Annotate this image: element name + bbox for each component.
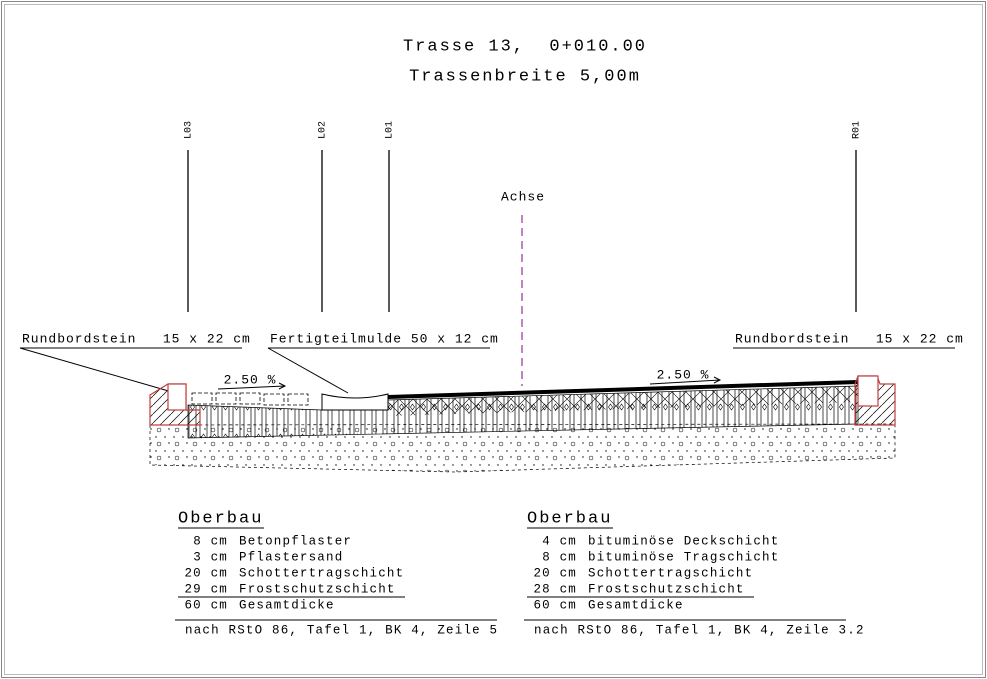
slope-label: 2.50 % (657, 367, 710, 382)
layer-name: Betonpflaster (239, 534, 352, 548)
note: nach RStO 86, Tafel 1, BK 4, Zeile 5 (185, 623, 498, 637)
layer-name: bituminöse Deckschicht (588, 534, 779, 548)
layer-name: Schottertragschicht (239, 566, 404, 580)
axis-label: Achse (501, 189, 545, 204)
layer-name: bituminöse Tragschicht (588, 550, 779, 564)
station-label: L02 (318, 121, 329, 139)
layer-thickness: 8 cm (542, 550, 577, 564)
layer-thickness: 3 cm (193, 550, 228, 564)
slope-arrow (649, 376, 722, 385)
subtitle: Trassenbreite 5,00m (409, 67, 641, 86)
layer-name: Frostschutzschicht (588, 582, 745, 596)
station-label: L01 (385, 121, 396, 139)
station-label: L03 (184, 121, 195, 139)
title: Trasse 13, 0+010.00 (403, 37, 647, 56)
layer-thickness: 60 cm (533, 598, 577, 612)
layer-thickness: 20 cm (184, 566, 228, 580)
layer-name: Frostschutzschicht (239, 582, 396, 596)
section-heading: Oberbau (178, 509, 263, 528)
layer-name: Gesamtdicke (239, 598, 335, 612)
slope-label: 2.50 % (224, 372, 277, 387)
layer-thickness: 20 cm (533, 566, 577, 580)
note: nach RStO 86, Tafel 1, BK 4, Zeile 3.2 (534, 623, 865, 637)
station-label: R01 (852, 121, 863, 139)
callout: Fertigteilmulde 50 x 12 cm (270, 331, 499, 346)
layer-thickness: 4 cm (542, 534, 577, 548)
layer-name: Pflastersand (239, 550, 343, 564)
section-heading: Oberbau (527, 509, 612, 528)
station-lines (187, 150, 857, 312)
frame-inner (4, 4, 983, 675)
slope-arrow (217, 382, 287, 390)
layer-thickness: 60 cm (184, 598, 228, 612)
leaders (19, 347, 955, 394)
callout: Rundbordstein 15 x 22 cm (22, 331, 251, 346)
layer-thickness: 8 cm (193, 534, 228, 548)
layer-name: Gesamtdicke (588, 598, 684, 612)
layer-name: Schottertragschicht (588, 566, 753, 580)
layer-thickness: 29 cm (184, 582, 228, 596)
callout: Rundbordstein 15 x 22 cm (735, 331, 964, 346)
cross-section (149, 375, 896, 473)
layer-thickness: 28 cm (533, 582, 577, 596)
